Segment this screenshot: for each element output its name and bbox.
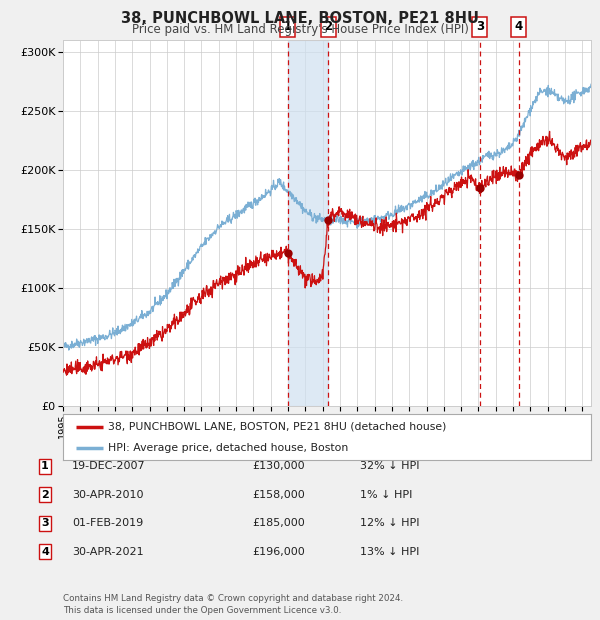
Text: 01-FEB-2019: 01-FEB-2019: [72, 518, 143, 528]
Text: £158,000: £158,000: [252, 490, 305, 500]
Text: 13% ↓ HPI: 13% ↓ HPI: [360, 547, 419, 557]
Text: 1: 1: [283, 20, 292, 33]
Text: 30-APR-2021: 30-APR-2021: [72, 547, 143, 557]
Text: 32% ↓ HPI: 32% ↓ HPI: [360, 461, 419, 471]
Text: Contains HM Land Registry data © Crown copyright and database right 2024.
This d: Contains HM Land Registry data © Crown c…: [63, 594, 403, 615]
Text: 4: 4: [41, 547, 49, 557]
Bar: [287, 40, 328, 406]
Text: 19-DEC-2007: 19-DEC-2007: [72, 461, 146, 471]
Text: Price paid vs. HM Land Registry's House Price Index (HPI): Price paid vs. HM Land Registry's House …: [131, 23, 469, 36]
Text: 3: 3: [41, 518, 49, 528]
Text: HPI: Average price, detached house, Boston: HPI: Average price, detached house, Bost…: [108, 443, 348, 453]
Text: 3: 3: [476, 20, 484, 33]
Text: 1% ↓ HPI: 1% ↓ HPI: [360, 490, 412, 500]
Text: 4: 4: [515, 20, 523, 33]
Text: 38, PUNCHBOWL LANE, BOSTON, PE21 8HU (detached house): 38, PUNCHBOWL LANE, BOSTON, PE21 8HU (de…: [108, 422, 446, 432]
Text: 2: 2: [41, 490, 49, 500]
Text: 1: 1: [41, 461, 49, 471]
Text: 30-APR-2010: 30-APR-2010: [72, 490, 143, 500]
Text: £185,000: £185,000: [252, 518, 305, 528]
Text: £196,000: £196,000: [252, 547, 305, 557]
Text: £130,000: £130,000: [252, 461, 305, 471]
Text: 38, PUNCHBOWL LANE, BOSTON, PE21 8HU: 38, PUNCHBOWL LANE, BOSTON, PE21 8HU: [121, 11, 479, 25]
Text: 2: 2: [325, 20, 332, 33]
Text: 12% ↓ HPI: 12% ↓ HPI: [360, 518, 419, 528]
